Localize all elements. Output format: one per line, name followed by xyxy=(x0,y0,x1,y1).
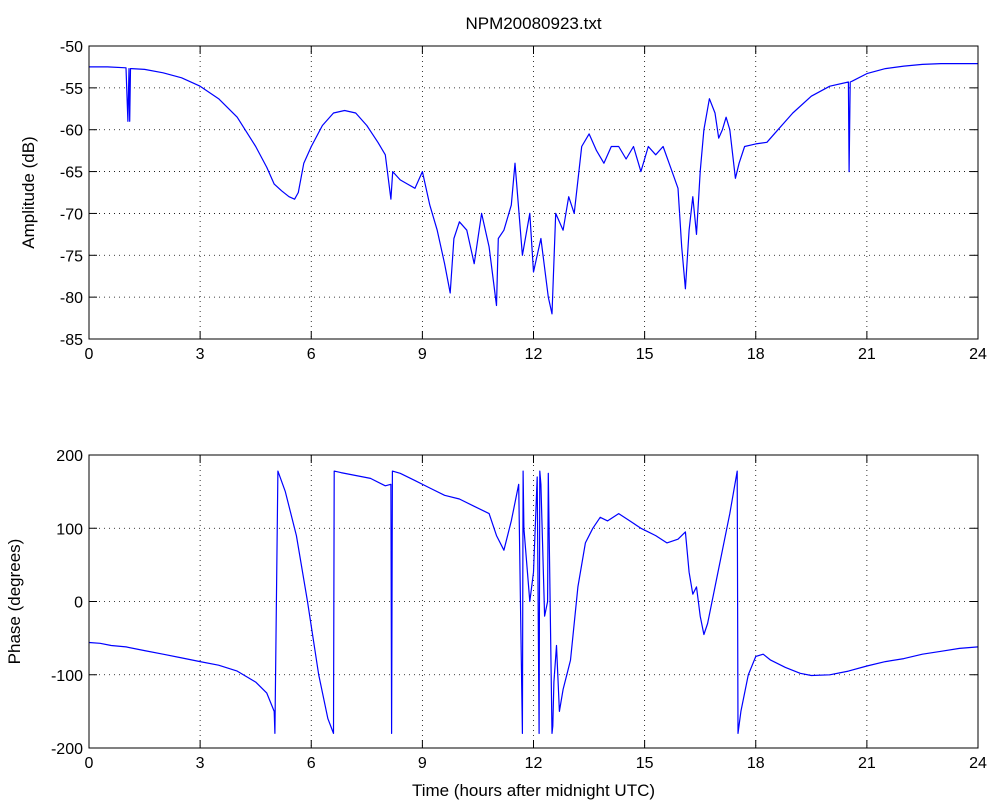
phase-x-tick-label: 21 xyxy=(858,755,876,772)
phase-series-line xyxy=(88,470,979,735)
amplitude-y-tick-label: -85 xyxy=(60,332,83,349)
amplitude-y-tick-label: -50 xyxy=(60,39,83,56)
amplitude-series-line xyxy=(89,62,978,315)
phase-x-tick-label: 0 xyxy=(85,755,94,772)
amplitude-x-tick-label: 18 xyxy=(747,346,765,363)
amplitude-x-tick-label: 6 xyxy=(307,346,316,363)
phase-x-tick-label: 9 xyxy=(418,755,427,772)
phase-y-axis-label: Phase (degrees) xyxy=(5,539,24,665)
amplitude-x-tick-label: 9 xyxy=(418,346,427,363)
figure-title: NPM20080923.txt xyxy=(465,14,601,33)
phase-y-tick-label: -200 xyxy=(51,741,83,758)
phase-y-tick-label: 200 xyxy=(56,448,83,465)
phase-x-tick-label: 6 xyxy=(307,755,316,772)
phase-x-axis-label: Time (hours after midnight UTC) xyxy=(412,781,655,800)
phase-x-tick-label: 3 xyxy=(196,755,205,772)
amplitude-x-tick-label: 24 xyxy=(969,346,987,363)
amplitude-x-tick-label: 21 xyxy=(858,346,876,363)
amplitude-x-tick-label: 15 xyxy=(636,346,654,363)
amplitude-x-tick-label: 12 xyxy=(525,346,543,363)
amplitude-panel: 0 3 6 9 12 15 18 21 24 -85 -80 -75 -70 -65 -60 -55 -50 A… xyxy=(19,39,987,363)
amplitude-grid xyxy=(89,46,978,339)
amplitude-trace xyxy=(89,62,978,315)
amplitude-y-tick-label: -55 xyxy=(60,81,83,98)
phase-ticks: 0 3 6 9 12 15 18 21 24 -200 -100 0 100 200 xyxy=(51,448,987,772)
phase-x-tick-label: 24 xyxy=(969,755,987,772)
amplitude-y-axis-label: Amplitude (dB) xyxy=(19,136,38,248)
amplitude-y-tick-label: -80 xyxy=(60,290,83,307)
amplitude-y-tick-label: -75 xyxy=(60,248,83,265)
phase-x-tick-label: 15 xyxy=(636,755,654,772)
phase-x-tick-label: 12 xyxy=(525,755,543,772)
phase-y-tick-label: 0 xyxy=(74,595,83,612)
phase-trace xyxy=(88,470,979,735)
amplitude-x-tick-label: 3 xyxy=(196,346,205,363)
phase-x-tick-label: 18 xyxy=(747,755,765,772)
phase-y-tick-label: -100 xyxy=(51,668,83,685)
amplitude-x-tick-label: 0 xyxy=(85,346,94,363)
phase-panel: 0 3 6 9 12 15 18 21 24 -200 -100 0 100 200 Phase (deg… xyxy=(5,448,987,800)
amplitude-y-tick-label: -70 xyxy=(60,206,83,223)
phase-y-tick-label: 100 xyxy=(56,521,83,538)
amplitude-y-tick-label: -60 xyxy=(60,123,83,140)
amplitude-ticks: 0 3 6 9 12 15 18 21 24 -85 -80 -75 -70 -65 -60 -55 -50 xyxy=(60,39,987,363)
amplitude-y-tick-label: -65 xyxy=(60,165,83,182)
